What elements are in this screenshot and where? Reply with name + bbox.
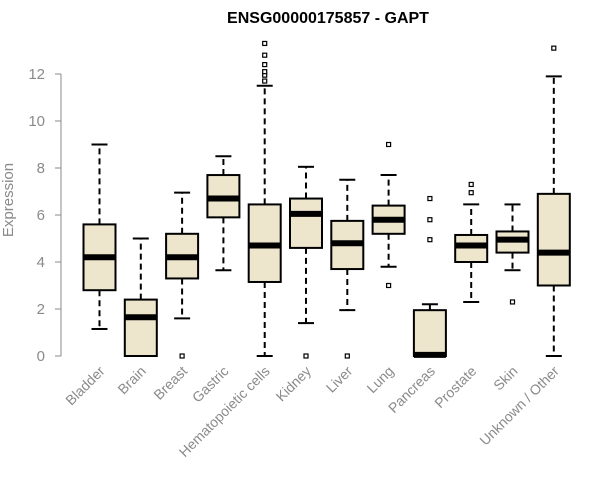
iqr-box bbox=[412, 309, 447, 357]
y-tick-label: 6 bbox=[37, 207, 45, 224]
box-brain bbox=[123, 237, 158, 358]
x-tick-label: Bladder bbox=[62, 363, 108, 409]
y-axis-label: Expression bbox=[0, 163, 17, 237]
outlier-point bbox=[468, 190, 474, 196]
outlier-point bbox=[262, 40, 268, 47]
outlier-point bbox=[262, 69, 268, 75]
outlier-point bbox=[303, 353, 309, 359]
iqr-box bbox=[123, 298, 158, 358]
outlier-point bbox=[262, 78, 268, 84]
outlier-point bbox=[386, 141, 392, 148]
x-tick-label: Lung bbox=[363, 363, 396, 396]
box-breast bbox=[165, 191, 200, 359]
box-pancreas bbox=[412, 195, 447, 358]
outlier-point bbox=[179, 353, 185, 359]
box-bladder bbox=[82, 143, 117, 330]
outlier-point bbox=[386, 282, 392, 289]
box-liver bbox=[330, 178, 365, 359]
outlier-point bbox=[427, 217, 433, 223]
x-tick-label: Skin bbox=[490, 363, 521, 394]
box-prostate bbox=[454, 181, 489, 303]
box-kidney bbox=[289, 165, 323, 359]
chart-title: ENSG00000175857 - GAPT bbox=[227, 10, 429, 27]
y-tick-label: 12 bbox=[28, 66, 45, 83]
outlier-point bbox=[344, 353, 350, 359]
outlier-point bbox=[262, 52, 268, 58]
x-tick-label: Prostate bbox=[431, 363, 479, 411]
box-gastric bbox=[206, 155, 241, 272]
box-unknown-other bbox=[536, 45, 571, 357]
x-tick-label: Brain bbox=[114, 363, 148, 397]
outlier-point bbox=[468, 181, 474, 188]
x-tick-label: Liver bbox=[323, 363, 356, 396]
y-axis: 0 2 4 6 8 10 12 bbox=[28, 66, 62, 365]
x-tick-label: Breast bbox=[150, 363, 190, 403]
outlier-point bbox=[427, 195, 433, 202]
x-tick-label: Kidney bbox=[273, 363, 315, 405]
iqr-box bbox=[536, 192, 571, 287]
box-lung bbox=[371, 141, 406, 289]
outlier-point bbox=[509, 299, 516, 305]
y-tick-label: 4 bbox=[37, 254, 45, 271]
y-tick-label: 2 bbox=[37, 301, 45, 318]
outlier-point bbox=[427, 237, 433, 243]
outlier-point bbox=[551, 45, 557, 51]
iqr-box bbox=[289, 197, 323, 249]
y-tick-label: 10 bbox=[28, 113, 45, 130]
outlier-point bbox=[262, 61, 268, 68]
box-skin bbox=[495, 203, 530, 305]
box-hematopoietic-cells bbox=[247, 40, 282, 357]
boxes-group bbox=[82, 40, 571, 359]
y-tick-label: 8 bbox=[37, 160, 45, 177]
y-tick-label: 0 bbox=[37, 348, 45, 365]
